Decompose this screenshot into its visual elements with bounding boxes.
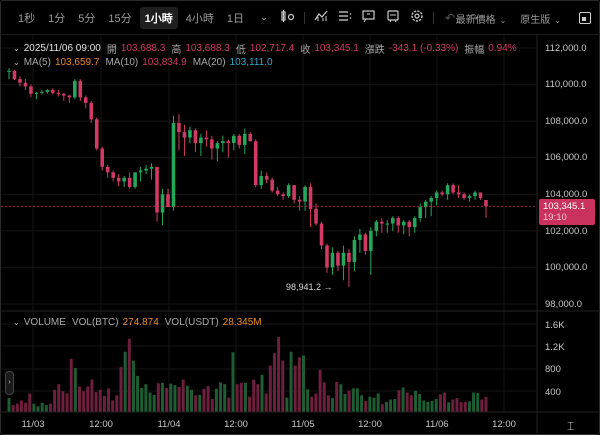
expand-sidebar-handle[interactable]: › — [5, 371, 14, 395]
divider — [304, 11, 305, 24]
price-type-label: 最新價格 — [455, 14, 496, 26]
candle-datetime: 2025/11/06 09:00 — [23, 43, 101, 54]
version-label: 原生版 — [520, 14, 551, 26]
timeframe-1s[interactable]: 1秒 — [18, 12, 36, 25]
ma10-label: MA(10) — [105, 57, 139, 68]
volume-tick: 1.6K — [545, 320, 565, 331]
timeframe-4h[interactable]: 4小時 — [185, 12, 214, 25]
time-tick: 11/03 — [21, 419, 45, 430]
price-tick: 102,000.0 — [545, 226, 588, 237]
time-tick: 11/05 — [291, 419, 315, 430]
ma5-label: MA(5) — [23, 57, 51, 68]
price-tick: 110,000.0 — [545, 79, 587, 90]
ma20-label: MA(20) — [192, 57, 226, 68]
ohlc-legend: ⌄ 2025/11/06 09:00 開 103,688.3 高 103,688.3… — [13, 41, 523, 56]
indicators-icon[interactable] — [314, 10, 328, 25]
vol-usdt-label: VOL(USDT) — [164, 317, 219, 328]
more-timeframes-chevron-icon[interactable]: ⌄ — [260, 12, 268, 22]
high-value: 103,688.3 — [185, 43, 230, 54]
open-value: 103,688.3 — [120, 43, 166, 54]
fullscreen-icon[interactable] — [579, 12, 591, 24]
chevron-down-icon: ⌄ — [554, 15, 561, 25]
collapse-chevron-icon[interactable]: ⌄ — [13, 318, 20, 327]
low-value: 102,717.4 — [249, 43, 295, 54]
volume-tick: 800 — [545, 364, 561, 375]
last-price-tag: 103,345.1 19:10 — [539, 199, 595, 225]
price-tick: 106,000.0 — [545, 152, 588, 163]
candle-countdown: 19:10 — [543, 212, 567, 223]
time-tick: 12:00 — [358, 419, 382, 430]
last-price-value: 103,345.1 — [543, 201, 586, 212]
settings-icon[interactable] — [410, 9, 424, 26]
undo-icon[interactable]: ↶ — [444, 10, 456, 25]
time-tick: 12:00 — [492, 419, 516, 430]
price-tick: 100,000.0 — [545, 262, 588, 273]
price-tick: 112,000.0 — [545, 43, 587, 54]
volume-tick: 400 — [545, 387, 561, 398]
toolbar-right: 最新價格 ⌄ 原生版 ⌄ — [442, 1, 591, 35]
volume-legend: ⌄ VOLUME VOL(BTC) 274.874 VOL(USDT) 28.345… — [13, 317, 268, 328]
divider — [433, 11, 434, 24]
candle-type-icon[interactable] — [281, 10, 295, 25]
volume-tick: 1.2K — [545, 342, 565, 353]
ma5-value: 103,659.7 — [54, 57, 100, 68]
volume-title: VOLUME — [23, 317, 66, 328]
ma10-value: 103,834.9 — [142, 57, 187, 68]
low-price-marker: 98,941.2 → — [286, 282, 333, 292]
vol-btc-value: 274.874 — [122, 317, 159, 328]
timeframe-1d[interactable]: 1日 — [226, 12, 244, 25]
price-tick: 104,000.0 — [545, 189, 588, 200]
high-label: 高 — [171, 45, 182, 56]
axis-cursor-icon[interactable]: ⌶ — [567, 419, 575, 433]
price-type-dropdown[interactable]: 最新價格 ⌄ — [456, 11, 507, 26]
amplitude-value: 0.94% — [488, 43, 517, 54]
low-label: 低 — [235, 45, 246, 56]
timeframe-1m[interactable]: 1分 — [48, 12, 66, 25]
collapse-chevron-icon[interactable]: ⌄ — [13, 44, 20, 53]
ma-legend: ⌄ MA(5) 103,659.7 MA(10) 103,834.9 MA(20) 1… — [13, 57, 279, 68]
chart-toolbar: 1秒 1分 5分 15分 1小時 4小時 1日 ⌄ ↶ ↷ 最新價格 ⌄ — [1, 1, 600, 35]
layout-list-icon[interactable] — [338, 10, 352, 25]
ma20-value: 103,111.0 — [229, 57, 273, 68]
amplitude-label: 振幅 — [464, 45, 485, 56]
vol-btc-label: VOL(BTC) — [71, 317, 119, 328]
drawing-tool-icon[interactable] — [362, 10, 376, 25]
version-dropdown[interactable]: 原生版 ⌄ — [520, 11, 561, 26]
time-tick: 12:00 — [89, 419, 113, 430]
time-tick: 11/06 — [425, 419, 449, 430]
time-tick: 11/04 — [157, 419, 181, 430]
close-value: 103,345.1 — [314, 43, 359, 54]
vol-usdt-value: 28.345M — [222, 317, 262, 328]
price-tick: 108,000.0 — [545, 116, 588, 127]
change-value: -343.1 (-0.33%) — [388, 43, 459, 54]
time-tick: 12:00 — [224, 419, 248, 430]
collapse-chevron-icon[interactable]: ⌄ — [13, 58, 20, 67]
timeframe-15m[interactable]: 15分 — [108, 12, 132, 25]
open-label: 開 — [106, 45, 117, 56]
timeframe-1h[interactable]: 1小時 — [139, 6, 178, 29]
close-label: 收 — [300, 45, 311, 56]
price-tick: 98,000.0 — [545, 299, 582, 310]
redo-icon[interactable]: ↷ — [468, 10, 480, 25]
chevron-down-icon: ⌄ — [499, 15, 507, 25]
change-label: 漲跌 — [364, 45, 385, 56]
replay-icon[interactable] — [386, 10, 400, 25]
timeframe-5m[interactable]: 5分 — [78, 12, 96, 25]
